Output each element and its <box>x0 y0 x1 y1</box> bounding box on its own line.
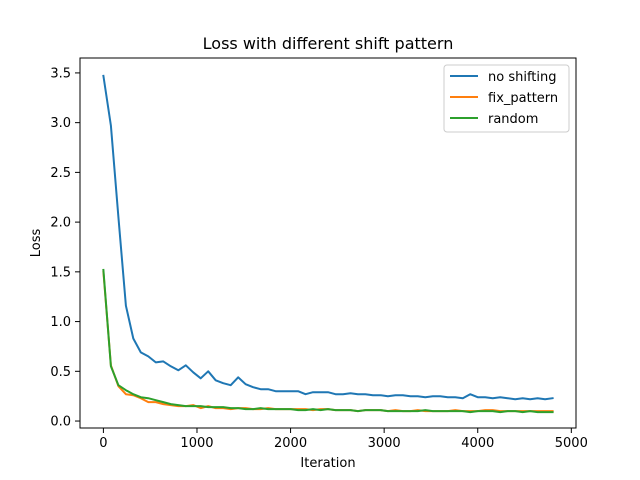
series-layer <box>102 74 554 414</box>
y-tick-label: 3.0 <box>50 116 71 131</box>
y-tick-label: 3.5 <box>50 66 71 81</box>
series-line-random <box>102 268 554 414</box>
y-tick-label: 0.0 <box>50 415 71 430</box>
legend-label-random: random <box>488 112 538 127</box>
x-tick-label: 2000 <box>274 436 307 451</box>
series-line-no-shifting <box>102 74 554 401</box>
x-axis-title: Iteration <box>300 456 355 471</box>
legend-box <box>443 64 570 133</box>
x-tick-label: 5000 <box>555 436 588 451</box>
axis-layer: 0 1000 2000 3000 4000 5000 0.0 0.5 1.0 1.5 2.0 2.5 3… <box>50 66 588 451</box>
y-tick-label: 2.5 <box>50 166 71 181</box>
x-tick-label: 4000 <box>461 436 494 451</box>
x-tick-label: 1000 <box>180 436 213 451</box>
y-tick-label: 1.5 <box>50 265 71 280</box>
y-axis-title: Loss <box>29 229 44 258</box>
y-tick-label: 0.5 <box>50 365 71 380</box>
legend-label-fix-pattern: fix_pattern <box>488 91 558 106</box>
x-tick-label: 3000 <box>368 436 401 451</box>
y-tick-label: 2.0 <box>50 216 71 231</box>
legend: no shifting fix_pattern random <box>443 64 570 133</box>
x-tick-label: 0 <box>99 436 107 451</box>
legend-label-no-shifting: no shifting <box>488 70 557 85</box>
chart-title: Loss with different shift pattern <box>203 34 454 53</box>
plot-frame <box>79 57 577 429</box>
y-tick-label: 1.0 <box>50 315 71 330</box>
